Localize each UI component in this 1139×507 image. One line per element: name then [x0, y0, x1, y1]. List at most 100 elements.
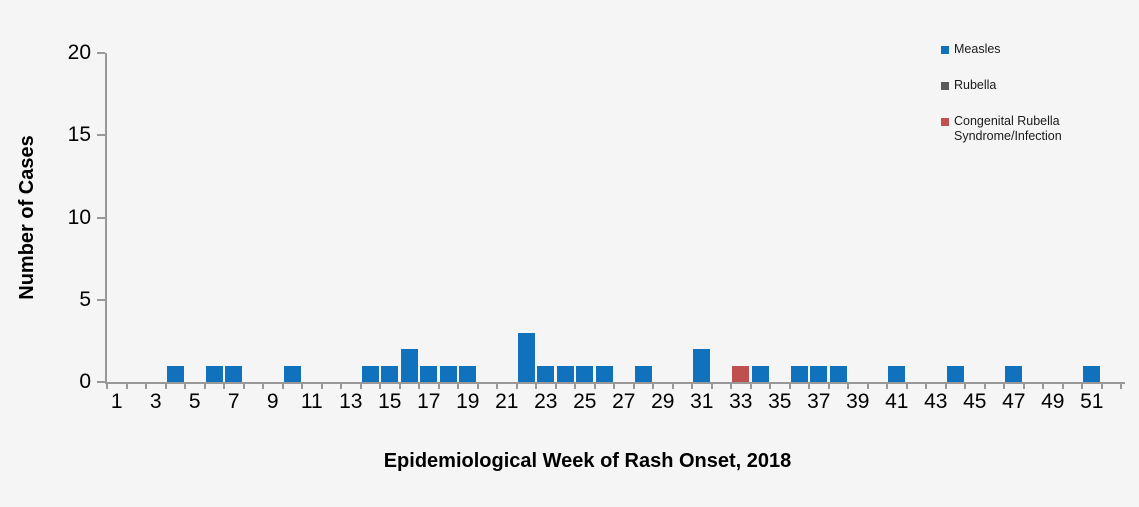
x-tick-label-47: 47 [1002, 390, 1026, 413]
x-tick-46 [1003, 384, 1005, 389]
x-tick-label-39: 39 [846, 390, 870, 413]
bar-measles-week-15 [381, 365, 399, 382]
x-tick-23 [554, 384, 557, 389]
bar-measles-week-16 [400, 349, 418, 382]
x-tick-18 [457, 384, 459, 389]
bar-measles-week-37 [810, 365, 828, 382]
x-tick-10 [301, 384, 303, 389]
legend-label-measles: Measles [954, 42, 1001, 56]
bar-measles-week-4 [166, 365, 184, 382]
legend-item-rubella: Rubella [941, 78, 1111, 93]
bar-measles-week-26 [595, 365, 613, 382]
x-tick-5 [203, 384, 206, 389]
bar-measles-week-44 [946, 365, 964, 382]
x-tick-32 [730, 384, 732, 389]
legend-swatch-congenital-rubella-syndrome-infection [941, 118, 949, 126]
bar-measles-week-19 [459, 365, 477, 382]
x-tick-25 [593, 384, 596, 389]
y-tick-label-10: 10 [67, 205, 91, 229]
x-tick-label-27: 27 [612, 390, 636, 413]
legend-item-measles: Measles [941, 42, 1111, 57]
bar-measles-week-22 [517, 332, 535, 382]
x-tick-12 [340, 384, 342, 389]
bar-measles-week-41 [888, 365, 906, 382]
bar-measles-week-34 [751, 365, 769, 382]
x-tick-36 [808, 384, 810, 389]
x-tick-1 [125, 384, 128, 389]
bar-measles-week-7 [225, 365, 243, 382]
bar-measles-week-38 [829, 365, 847, 382]
x-tick-2 [145, 384, 147, 389]
x-axis-title: Epidemiological Week of Rash Onset, 2018 [383, 450, 792, 472]
x-tick-31 [710, 384, 713, 389]
bar-measles-week-6 [205, 365, 223, 382]
bar-measles-week-31 [693, 349, 711, 382]
y-tick-10 [97, 216, 105, 219]
x-tick-label-23: 23 [534, 390, 558, 413]
bar-measles-week-51 [1083, 365, 1101, 382]
x-tick-label-21: 21 [495, 390, 519, 413]
x-tick-11 [320, 384, 323, 389]
x-tick-label-19: 19 [456, 390, 480, 413]
x-tick-14 [379, 384, 381, 389]
bar-measles-week-10 [283, 365, 301, 382]
x-tick-label-17: 17 [417, 390, 441, 413]
x-tick-34 [769, 384, 771, 389]
x-tick-label-5: 5 [188, 390, 201, 413]
x-tick-43 [944, 384, 947, 389]
x-tick-label-35: 35 [768, 390, 792, 413]
x-tick-17 [437, 384, 440, 389]
x-tick-label-25: 25 [573, 390, 597, 413]
x-tick-label-11: 11 [300, 390, 323, 413]
x-tick-27 [632, 384, 635, 389]
y-tick-5 [97, 298, 105, 301]
x-tick-50 [1081, 384, 1083, 389]
x-tick-29 [671, 384, 674, 389]
x-tick-28 [652, 384, 654, 389]
x-tick-45 [983, 384, 986, 389]
y-tick-0 [97, 381, 105, 383]
x-tick-label-49: 49 [1041, 390, 1065, 413]
legend-item-congenital-rubella-syndrome-infection: Congenital Rubella Syndrome/Infection [941, 114, 1111, 144]
x-tick-49 [1061, 384, 1064, 389]
bar-measles-week-17 [420, 365, 438, 382]
x-tick-24 [574, 384, 576, 389]
x-tick-47 [1022, 384, 1025, 389]
bar-measles-week-47 [1005, 365, 1023, 382]
y-axis-line [105, 53, 107, 384]
x-tick-label-31: 31 [690, 390, 714, 413]
x-tick-label-41: 41 [885, 390, 909, 413]
y-tick-label-20: 20 [67, 41, 91, 64]
y-tick-20 [97, 52, 105, 54]
bar-measles-week-18 [439, 365, 457, 382]
x-tick-19 [476, 384, 479, 389]
y-tick-label-15: 15 [67, 123, 91, 147]
x-tick-42 [925, 384, 927, 389]
bar-measles-week-23 [537, 365, 555, 382]
x-tick-16 [418, 384, 420, 389]
bar-measles-week-36 [790, 365, 808, 382]
x-tick-7 [242, 384, 245, 389]
x-tick-label-29: 29 [651, 390, 675, 413]
legend-label-congenital-rubella-syndrome-infection: Congenital Rubella Syndrome/Infection [954, 114, 1062, 143]
x-tick-label-9: 9 [266, 390, 279, 413]
x-tick-20 [496, 384, 498, 389]
x-tick-label-43: 43 [924, 390, 948, 413]
x-tick-label-15: 15 [378, 390, 402, 413]
x-tick-35 [788, 384, 791, 389]
x-tick-label-13: 13 [339, 390, 363, 413]
x-tick-label-51: 51 [1080, 390, 1104, 413]
x-tick-38 [847, 384, 849, 389]
x-tick-30 [691, 384, 693, 389]
x-tick-51 [1100, 384, 1103, 389]
y-tick-label-0: 0 [79, 370, 91, 393]
legend-swatch-measles [941, 46, 949, 54]
y-tick-15 [97, 134, 105, 137]
x-tick-44 [964, 384, 966, 389]
x-tick-39 [866, 384, 869, 389]
x-tick-8 [262, 384, 264, 389]
x-tick-label-3: 3 [149, 390, 162, 413]
legend: Measles Rubella Congenital Rubella Syndrom… [941, 42, 1111, 165]
bar-measles-week-14 [361, 365, 379, 382]
